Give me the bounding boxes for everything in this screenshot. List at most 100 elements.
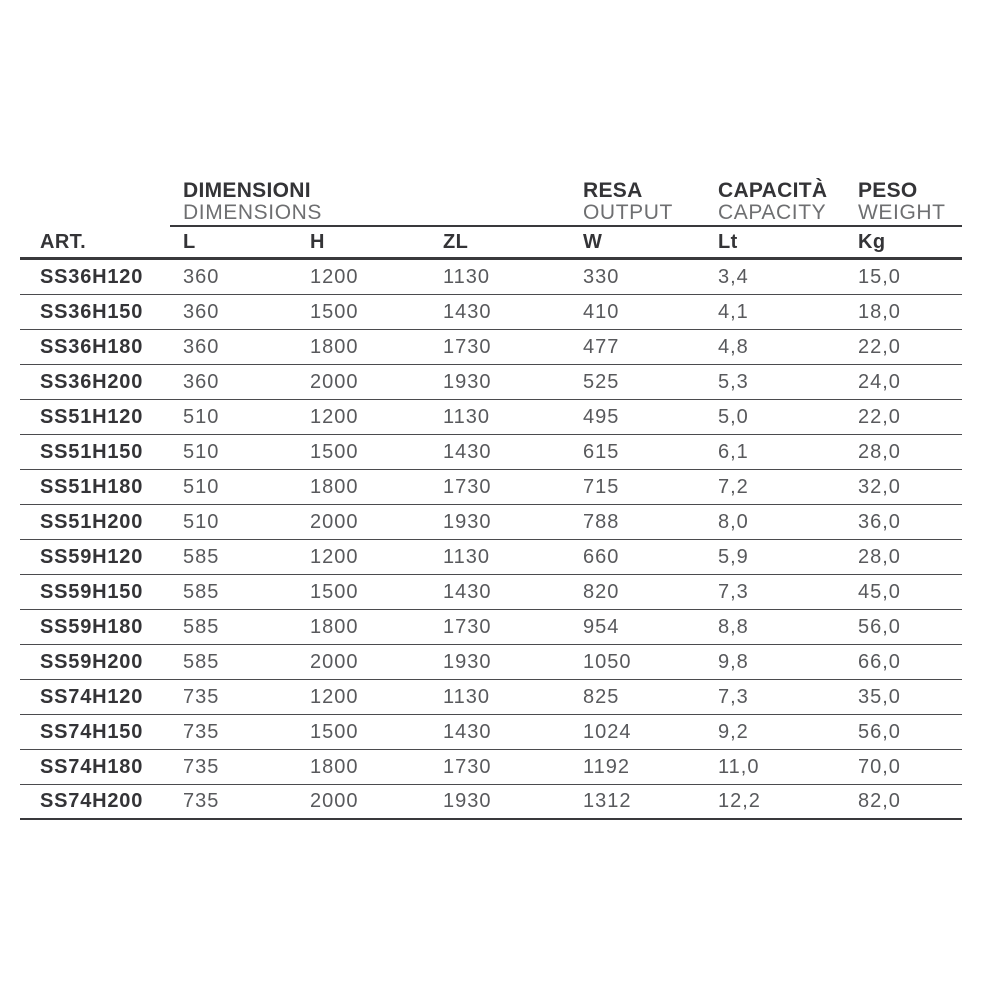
value-cell: 585 [183,650,220,673]
value-cell: 1500 [310,580,359,603]
column-group-header-row: DIMENSIONI DIMENSIONS RESA OUTPUT CAPACI… [20,175,962,227]
value-cell: 788 [583,510,620,533]
table-row: SS59H200 585 2000 1930 1050 9,8 66,0 [20,645,962,680]
value-cell: 1500 [310,300,359,323]
value-cell: 1130 [443,685,491,708]
value-cell: 495 [583,405,620,428]
value-cell: 585 [183,580,220,603]
value-cell: 32,0 [858,475,901,498]
art-cell: SS36H120 [40,265,144,288]
value-cell: 360 [183,300,220,323]
value-cell: 36,0 [858,510,901,533]
value-cell: 1500 [310,440,359,463]
art-column-header: ART. [40,230,87,253]
unit-header-zl: ZL [443,230,469,253]
value-cell: 585 [183,615,220,638]
value-cell: 735 [183,790,220,812]
value-cell: 66,0 [858,650,901,673]
value-cell: 735 [183,685,220,708]
art-cell: SS36H180 [40,335,144,358]
value-cell: 1192 [583,755,631,778]
value-cell: 820 [583,580,620,603]
art-cell: SS51H150 [40,440,144,463]
value-cell: 1500 [310,720,359,743]
value-cell: 954 [583,615,620,638]
value-cell: 28,0 [858,545,901,568]
value-cell: 1430 [443,720,492,743]
value-cell: 28,0 [858,440,901,463]
value-cell: 1930 [443,650,492,673]
value-cell: 410 [583,300,620,323]
value-cell: 2000 [310,650,359,673]
column-group-output: RESA OUTPUT [583,179,673,223]
value-cell: 3,4 [718,265,749,288]
table-row: SS74H200 735 2000 1930 1312 12,2 82,0 [20,785,962,820]
value-cell: 510 [183,510,220,533]
art-cell: SS74H180 [40,755,144,778]
value-cell: 5,3 [718,370,749,393]
value-cell: 8,8 [718,615,749,638]
table-row: SS36H120 360 1200 1130 330 3,4 15,0 [20,260,962,295]
group-title-capacita: CAPACITÀ [718,179,828,202]
table-row: SS74H180 735 1800 1730 1192 11,0 70,0 [20,750,962,785]
value-cell: 11,0 [718,755,760,778]
value-cell: 1430 [443,300,492,323]
art-cell: SS59H180 [40,615,144,638]
value-cell: 360 [183,370,220,393]
art-cell: SS51H120 [40,405,144,428]
value-cell: 660 [583,545,620,568]
value-cell: 15,0 [858,265,901,288]
value-cell: 70,0 [858,755,901,778]
art-cell: SS59H120 [40,545,144,568]
art-cell: SS59H200 [40,650,144,673]
value-cell: 1200 [310,545,359,568]
art-cell: SS59H150 [40,580,144,603]
column-group-capacity: CAPACITÀ CAPACITY [718,179,827,223]
value-cell: 2000 [310,370,359,393]
table-row: SS51H120 510 1200 1130 495 5,0 22,0 [20,400,962,435]
value-cell: 18,0 [858,300,901,323]
value-cell: 477 [583,335,620,358]
value-cell: 615 [583,440,620,463]
spec-table: DIMENSIONI DIMENSIONS RESA OUTPUT CAPACI… [20,175,962,820]
group-underline-rule [170,225,962,227]
value-cell: 525 [583,370,620,393]
group-title-peso: PESO [858,179,918,202]
group-subtitle-capacity: CAPACITY [718,201,827,224]
value-cell: 1730 [443,755,492,778]
value-cell: 2000 [310,510,359,533]
value-cell: 24,0 [858,370,901,393]
table-row: SS36H180 360 1800 1730 477 4,8 22,0 [20,330,962,365]
unit-header-l: L [183,230,196,253]
group-subtitle-dimensions: DIMENSIONS [183,201,323,224]
value-cell: 5,0 [718,405,749,428]
value-cell: 1730 [443,335,492,358]
value-cell: 735 [183,755,220,778]
unit-header-lt: Lt [718,230,738,253]
art-cell: SS51H200 [40,510,144,533]
table-row: SS59H180 585 1800 1730 954 8,8 56,0 [20,610,962,645]
group-subtitle-output: OUTPUT [583,201,673,224]
value-cell: 1430 [443,440,492,463]
art-cell: SS74H200 [40,790,144,812]
value-cell: 22,0 [858,405,901,428]
value-cell: 1024 [583,720,632,743]
table-row: SS74H120 735 1200 1130 825 7,3 35,0 [20,680,962,715]
value-cell: 9,2 [718,720,749,743]
unit-header-h: H [310,230,325,253]
table-row: SS74H150 735 1500 1430 1024 9,2 56,0 [20,715,962,750]
value-cell: 1130 [443,265,491,288]
column-group-dimensions: DIMENSIONI DIMENSIONS [183,179,322,223]
value-cell: 7,3 [718,685,749,708]
value-cell: 1930 [443,790,492,812]
table-row: SS51H200 510 2000 1930 788 8,0 36,0 [20,505,962,540]
column-group-weight: PESO WEIGHT [858,179,946,223]
value-cell: 1800 [310,755,359,778]
group-subtitle-weight: WEIGHT [858,201,946,224]
table-row: SS36H200 360 2000 1930 525 5,3 24,0 [20,365,962,400]
value-cell: 1430 [443,580,492,603]
value-cell: 6,1 [718,440,749,463]
value-cell: 4,1 [718,300,749,323]
table-row: SS59H120 585 1200 1130 660 5,9 28,0 [20,540,962,575]
